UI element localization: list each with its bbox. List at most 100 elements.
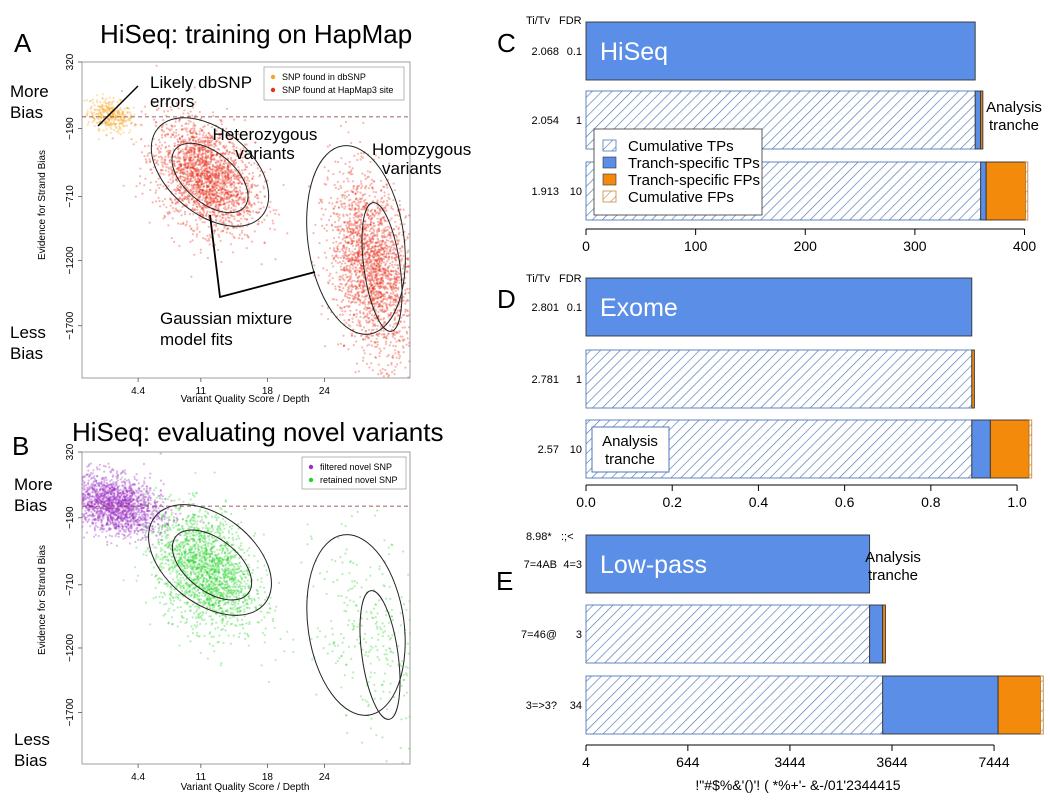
point	[157, 156, 161, 159]
point	[114, 114, 117, 117]
point	[263, 195, 267, 198]
point	[107, 107, 110, 110]
point	[357, 243, 360, 246]
point	[174, 192, 177, 195]
point	[348, 297, 351, 300]
point	[378, 207, 382, 210]
point	[369, 237, 372, 240]
point	[366, 234, 369, 237]
point	[361, 288, 364, 291]
point	[209, 143, 212, 147]
point	[274, 212, 277, 215]
point	[256, 167, 259, 170]
point	[313, 264, 316, 267]
point	[190, 153, 193, 156]
point	[118, 112, 121, 115]
point	[223, 147, 226, 150]
point	[368, 328, 371, 331]
point	[236, 202, 239, 205]
point	[352, 235, 355, 238]
point	[178, 185, 181, 188]
point	[389, 304, 392, 308]
point	[197, 138, 200, 141]
point	[177, 140, 180, 143]
point	[199, 168, 202, 171]
point	[189, 130, 192, 133]
point	[189, 179, 192, 183]
point	[100, 97, 104, 100]
point	[342, 287, 345, 290]
point	[176, 180, 179, 183]
point	[227, 181, 230, 184]
point	[367, 321, 370, 324]
point	[386, 202, 389, 205]
point	[102, 109, 105, 112]
point	[325, 269, 328, 272]
point	[208, 181, 211, 184]
point	[219, 164, 222, 167]
point	[103, 105, 106, 108]
point	[224, 188, 227, 192]
point	[201, 213, 204, 216]
point	[105, 97, 108, 100]
point	[186, 170, 189, 173]
point	[98, 105, 101, 108]
point	[158, 151, 161, 154]
point	[351, 317, 354, 320]
point	[176, 138, 179, 141]
point	[375, 290, 378, 293]
point	[113, 122, 116, 125]
point	[100, 114, 104, 117]
point	[206, 163, 210, 166]
point	[406, 235, 409, 238]
point	[245, 247, 248, 250]
point	[208, 144, 211, 147]
point	[156, 147, 159, 150]
point	[120, 481, 123, 484]
point	[162, 203, 165, 206]
point	[384, 303, 388, 307]
point	[179, 175, 182, 178]
point	[85, 112, 89, 116]
point	[329, 215, 332, 218]
point	[342, 298, 345, 302]
point	[398, 247, 401, 250]
point	[216, 161, 219, 164]
point	[198, 146, 201, 149]
point	[104, 124, 108, 127]
point	[206, 190, 209, 193]
point	[248, 179, 251, 183]
point	[213, 198, 216, 202]
point	[397, 353, 400, 356]
point	[322, 267, 325, 270]
point	[197, 140, 200, 143]
point	[149, 160, 152, 163]
point	[186, 148, 189, 151]
point	[121, 121, 124, 125]
point	[105, 128, 108, 131]
point	[323, 227, 326, 230]
point	[248, 213, 252, 216]
point	[335, 201, 338, 204]
point	[355, 362, 359, 365]
point	[227, 153, 230, 156]
point	[367, 223, 370, 227]
point	[350, 222, 353, 225]
point	[384, 342, 388, 346]
point	[205, 181, 208, 184]
point	[231, 251, 235, 254]
point	[390, 282, 393, 285]
panel-a-ann-gmm-lines	[209, 214, 316, 299]
point	[359, 220, 363, 223]
point	[195, 183, 198, 187]
point	[353, 335, 356, 338]
point	[178, 244, 181, 247]
point	[392, 252, 395, 255]
point	[391, 263, 394, 266]
point	[191, 180, 194, 183]
point	[207, 139, 210, 142]
point	[332, 265, 335, 268]
point	[209, 163, 212, 166]
point	[191, 187, 194, 190]
point	[342, 274, 345, 277]
